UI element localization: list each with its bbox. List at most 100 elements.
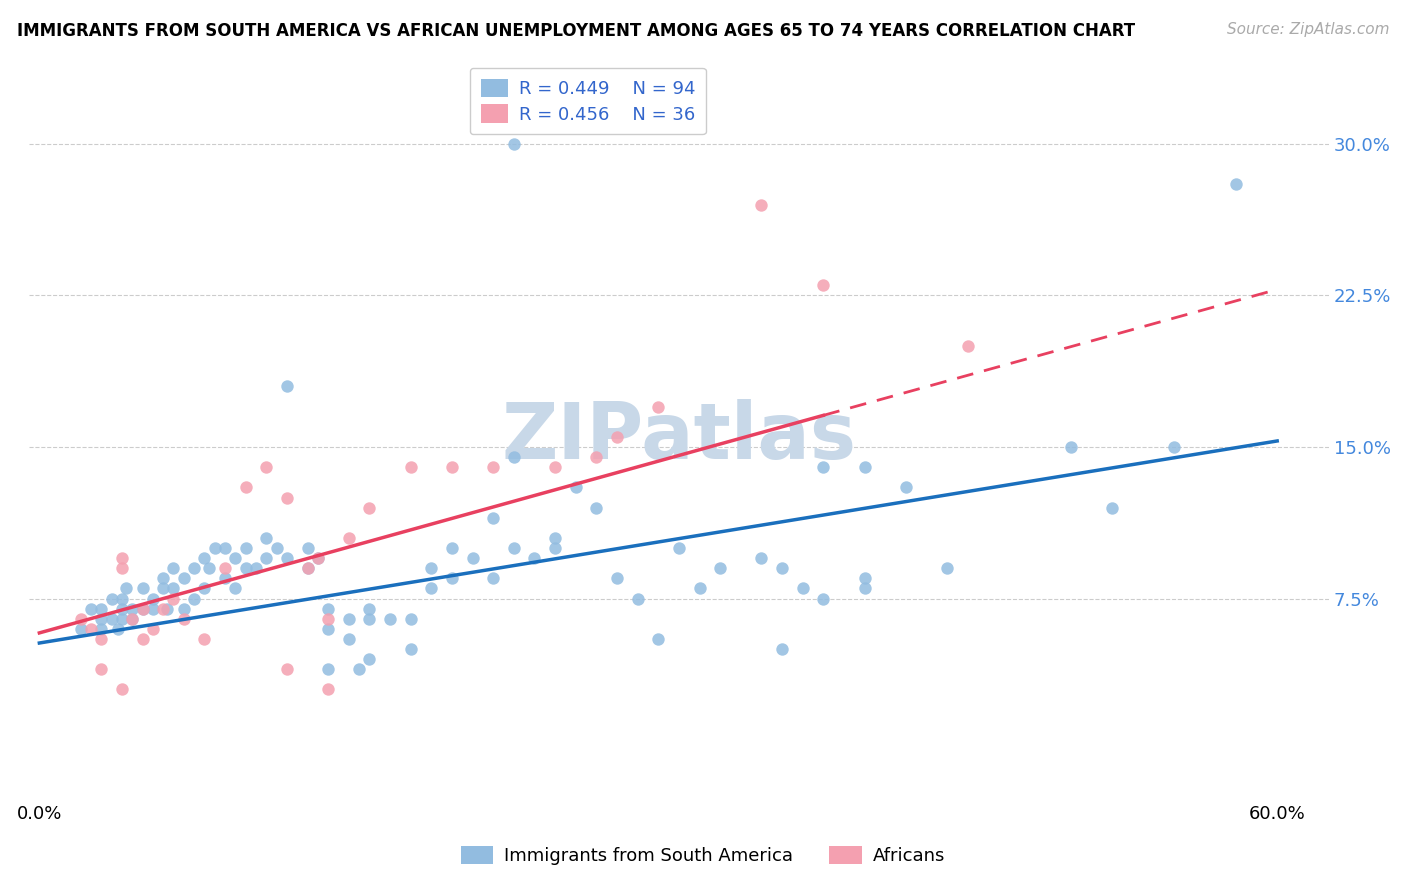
Point — [399, 612, 422, 626]
Point — [152, 582, 174, 596]
Point — [173, 612, 195, 626]
Point — [440, 571, 463, 585]
Point — [853, 582, 876, 596]
Point — [440, 541, 463, 555]
Point — [1101, 500, 1123, 515]
Point — [69, 612, 91, 626]
Point — [297, 561, 319, 575]
Point — [111, 591, 134, 606]
Point — [254, 551, 277, 566]
Point — [204, 541, 226, 555]
Point — [162, 591, 184, 606]
Point — [316, 622, 339, 636]
Point — [297, 541, 319, 555]
Point — [90, 601, 112, 615]
Point — [813, 460, 835, 475]
Point — [689, 582, 711, 596]
Point — [668, 541, 690, 555]
Point — [337, 632, 360, 646]
Point — [214, 561, 236, 575]
Point — [162, 582, 184, 596]
Point — [770, 561, 793, 575]
Point — [420, 561, 443, 575]
Point — [347, 662, 370, 676]
Point — [121, 601, 143, 615]
Point — [276, 379, 298, 393]
Point — [585, 500, 607, 515]
Point — [235, 480, 257, 494]
Point — [956, 339, 979, 353]
Point — [564, 480, 586, 494]
Point — [440, 460, 463, 475]
Point — [502, 450, 524, 464]
Point — [156, 601, 179, 615]
Point — [751, 197, 773, 211]
Point — [647, 400, 669, 414]
Point — [276, 662, 298, 676]
Point — [337, 531, 360, 545]
Point — [111, 612, 134, 626]
Point — [224, 551, 246, 566]
Point — [90, 622, 112, 636]
Point — [152, 601, 174, 615]
Point — [235, 561, 257, 575]
Point — [276, 551, 298, 566]
Point — [297, 561, 319, 575]
Point — [1225, 178, 1247, 192]
Point — [853, 571, 876, 585]
Point — [399, 460, 422, 475]
Point — [142, 622, 165, 636]
Point — [482, 571, 505, 585]
Legend: R = 0.449    N = 94, R = 0.456    N = 36: R = 0.449 N = 94, R = 0.456 N = 36 — [470, 68, 706, 135]
Point — [245, 561, 267, 575]
Point — [482, 460, 505, 475]
Point — [1060, 440, 1083, 454]
Point — [894, 480, 917, 494]
Point — [131, 601, 153, 615]
Text: IMMIGRANTS FROM SOUTH AMERICA VS AFRICAN UNEMPLOYMENT AMONG AGES 65 TO 74 YEARS : IMMIGRANTS FROM SOUTH AMERICA VS AFRICAN… — [17, 22, 1135, 40]
Point — [142, 601, 165, 615]
Point — [183, 591, 205, 606]
Text: Source: ZipAtlas.com: Source: ZipAtlas.com — [1226, 22, 1389, 37]
Point — [131, 632, 153, 646]
Point — [152, 571, 174, 585]
Point — [853, 460, 876, 475]
Point — [585, 450, 607, 464]
Point — [266, 541, 288, 555]
Point — [131, 582, 153, 596]
Point — [173, 601, 195, 615]
Point — [131, 601, 153, 615]
Point — [482, 510, 505, 524]
Point — [80, 601, 103, 615]
Point — [337, 612, 360, 626]
Point — [111, 601, 134, 615]
Point — [90, 632, 112, 646]
Point — [399, 642, 422, 657]
Point — [193, 632, 215, 646]
Point — [359, 652, 381, 666]
Point — [214, 541, 236, 555]
Point — [606, 430, 628, 444]
Point — [224, 582, 246, 596]
Point — [1163, 440, 1185, 454]
Point — [276, 491, 298, 505]
Point — [214, 571, 236, 585]
Point — [359, 612, 381, 626]
Point — [316, 662, 339, 676]
Point — [107, 622, 129, 636]
Point — [193, 582, 215, 596]
Point — [197, 561, 219, 575]
Point — [770, 642, 793, 657]
Point — [751, 551, 773, 566]
Point — [115, 582, 138, 596]
Point — [80, 622, 103, 636]
Point — [420, 582, 443, 596]
Point — [316, 682, 339, 697]
Point — [316, 601, 339, 615]
Point — [254, 460, 277, 475]
Legend: Immigrants from South America, Africans: Immigrants from South America, Africans — [454, 839, 952, 872]
Point — [90, 612, 112, 626]
Point — [307, 551, 329, 566]
Point — [813, 278, 835, 293]
Point — [316, 612, 339, 626]
